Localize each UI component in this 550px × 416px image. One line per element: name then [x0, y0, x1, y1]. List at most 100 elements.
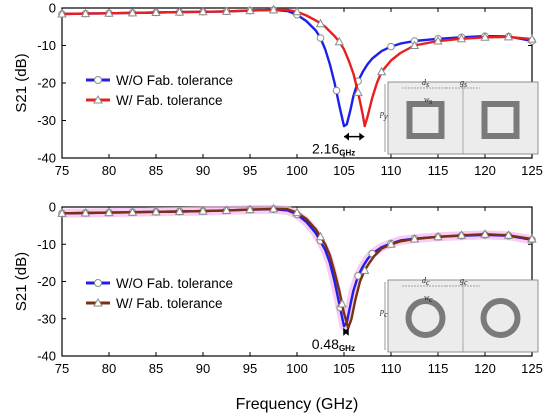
series-point: [151, 206, 161, 216]
arrow-head-left: [344, 132, 349, 141]
inset-label: p: [379, 109, 384, 118]
inset-label: p: [379, 307, 384, 316]
y-tick-label: -20: [37, 274, 56, 289]
y-tick-label: -40: [37, 151, 56, 166]
y-tick-label: 0: [49, 1, 56, 16]
x-tick-label: 105: [333, 163, 355, 178]
x-tick-label: 85: [149, 163, 163, 178]
delta-label: 2.16GHz: [312, 141, 355, 158]
delta-label: 0.48GHz: [312, 336, 355, 353]
legend-marker: [93, 94, 103, 104]
x-tick-label: 85: [149, 361, 163, 376]
y-tick-label: -40: [37, 349, 56, 364]
series-point: [80, 8, 91, 18]
inset-label: d: [422, 276, 427, 285]
series-point: [503, 230, 514, 239]
square-ring-icon: [406, 101, 445, 139]
series-point: [174, 206, 185, 215]
arrow-head-right: [359, 132, 365, 141]
series-point: [292, 6, 302, 16]
x-tick-label: 80: [102, 163, 116, 178]
x-tick-label: 90: [196, 361, 210, 376]
series-point: [80, 207, 91, 217]
chart-panel-2: 75 80 85 90 95 100 105 110 115 120 125 0 -10 -20 -30 -4…: [13, 200, 543, 377]
x-tick-label: 75: [55, 361, 69, 376]
series-point: [315, 18, 326, 28]
arrow-head-right: [343, 327, 349, 336]
series-point: [527, 34, 537, 43]
series-point: [503, 31, 514, 41]
delta-unit: GHz: [339, 149, 355, 158]
inset-label: c: [429, 295, 433, 304]
series-point: [221, 205, 232, 214]
inset-label: s: [429, 97, 432, 106]
series-point: [268, 203, 279, 213]
series-point: [127, 7, 138, 17]
square-ring-icon: [481, 101, 520, 139]
series-point: [409, 233, 420, 243]
y-tick-label: -20: [37, 76, 56, 91]
series-point: [334, 36, 344, 46]
inset-label: w: [424, 293, 430, 302]
legend-label: W/O Fab. tolerance: [116, 276, 233, 291]
series-point: [527, 233, 537, 243]
series-point: [245, 204, 255, 214]
y-tick-label: -10: [37, 237, 56, 252]
series-point: [104, 8, 114, 17]
delta-unit: GHz: [339, 344, 355, 353]
inset-label: g: [460, 276, 464, 285]
chart-panel-1: 75 80 85 90 95 100 105 110 115 120 125 0 -10 -20 -30 -4…: [13, 1, 543, 179]
inset-label: c: [384, 310, 388, 319]
x-tick-label: 125: [521, 163, 543, 178]
series-point: [456, 230, 467, 239]
series-point: [480, 229, 490, 238]
y-axis-label: S21 (dB): [13, 252, 30, 311]
legend-marker: [94, 279, 102, 287]
series-point: [127, 207, 138, 216]
inset-label: g: [460, 78, 464, 87]
inset-label: d: [422, 78, 427, 87]
x-tick-label: 90: [196, 163, 210, 178]
series-point: [245, 5, 255, 15]
series-point: [360, 265, 370, 274]
series-point: [57, 208, 67, 217]
x-tick-label: 115: [428, 163, 449, 178]
x-tick-label: 110: [381, 163, 402, 178]
x-tick-label: 115: [428, 361, 449, 376]
unit-cell-inset: d c g cw cp c: [379, 276, 539, 353]
y-tick-label: 0: [49, 200, 56, 215]
x-tick-label: 105: [333, 361, 355, 376]
series-point: [151, 7, 161, 16]
inset-label: c: [426, 278, 430, 287]
circular-ring-icon: [480, 298, 521, 338]
series-point: [376, 66, 387, 76]
x-tick-label: 120: [474, 163, 496, 178]
series-point: [409, 40, 420, 49]
y-axis-label: S21 (dB): [13, 53, 30, 112]
circular-ring-icon: [405, 298, 446, 338]
legend-label: W/O Fab. tolerance: [116, 73, 233, 88]
inset-label: c: [464, 278, 468, 287]
series-point: [480, 32, 490, 41]
x-tick-label: 125: [521, 361, 543, 376]
inset-label: w: [424, 95, 430, 104]
inset-label: s: [464, 80, 467, 89]
x-tick-label: 120: [474, 361, 496, 376]
legend-marker: [93, 297, 103, 307]
series-point: [198, 6, 208, 16]
y-tick-label: -30: [37, 311, 56, 326]
x-tick-label: 80: [102, 361, 116, 376]
series-point: [198, 206, 208, 215]
x-tick-label: 100: [286, 163, 308, 178]
series-point: [456, 33, 467, 43]
series-point: [221, 6, 232, 15]
series-point: [337, 298, 347, 308]
legend-label: W/ Fab. tolerance: [116, 296, 223, 311]
legend-marker: [94, 76, 102, 84]
series-point: [353, 87, 363, 96]
x-tick-label: 95: [243, 361, 257, 376]
series-line-2: [61, 8, 533, 128]
series-point: [57, 8, 67, 18]
unit-cell-inset: d s g sw sp y: [379, 78, 539, 155]
